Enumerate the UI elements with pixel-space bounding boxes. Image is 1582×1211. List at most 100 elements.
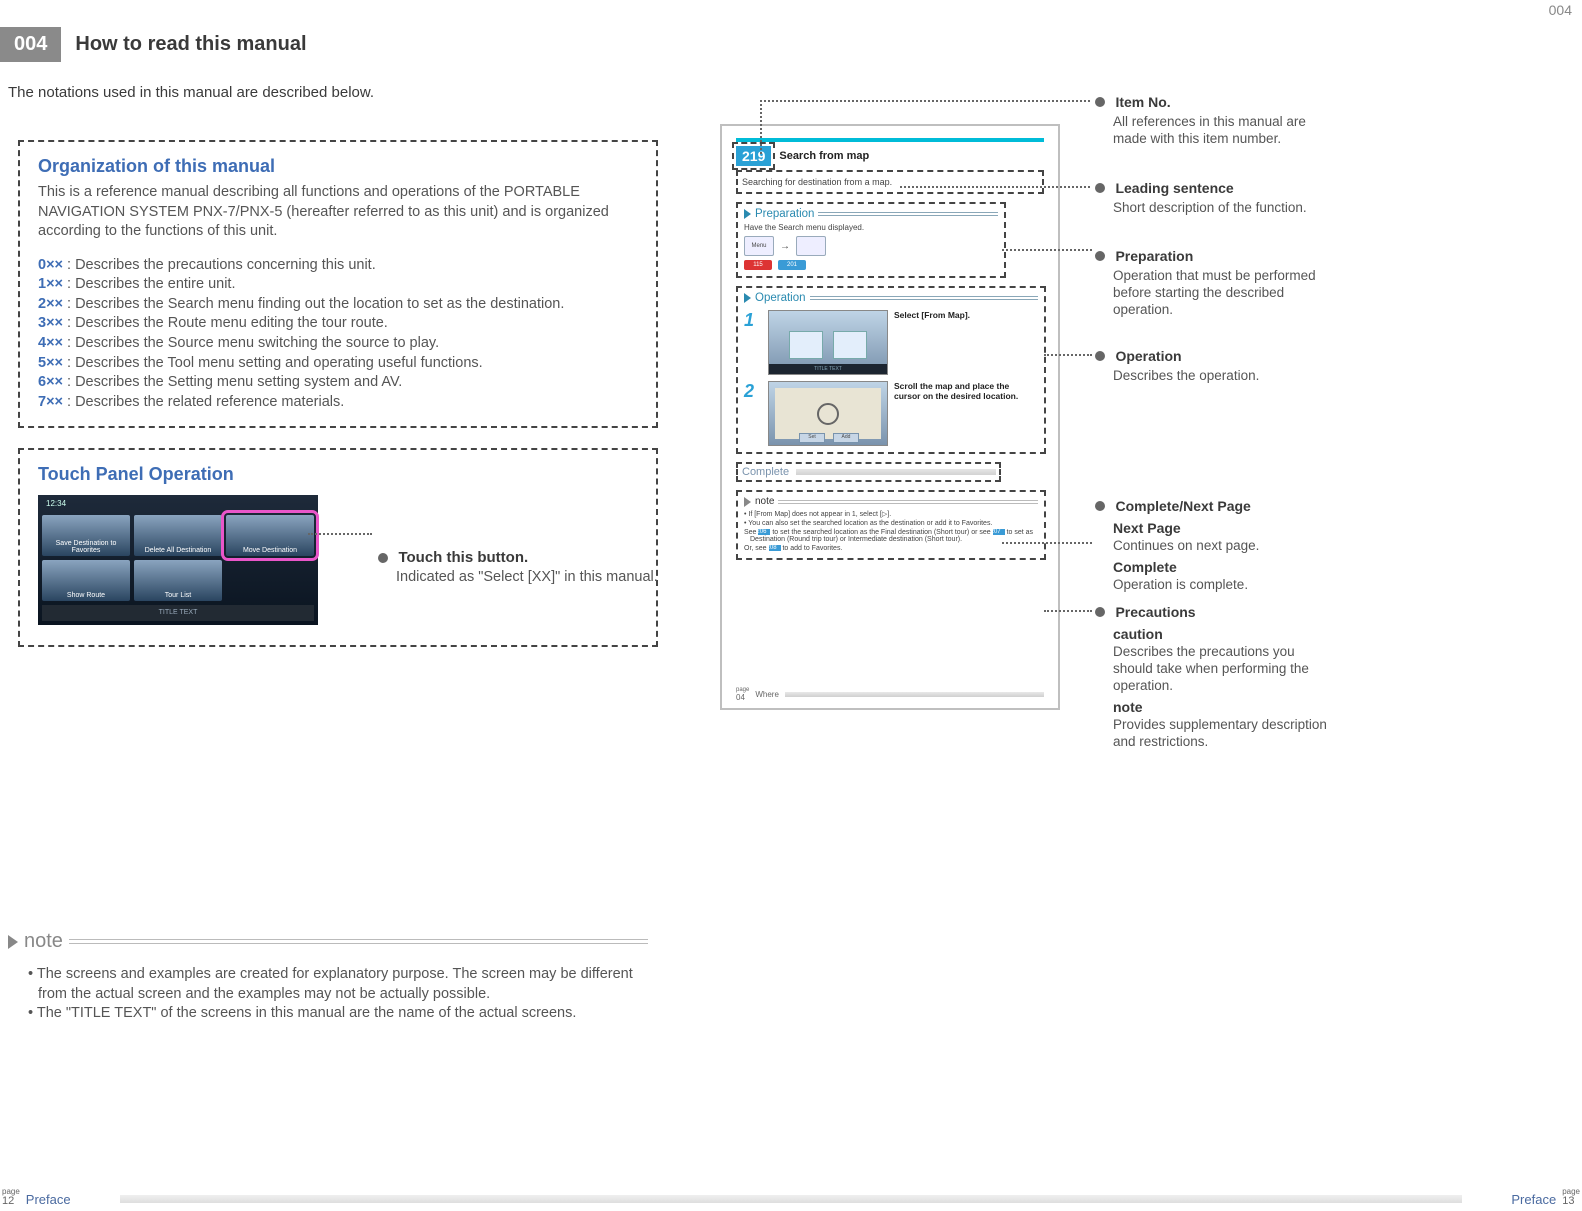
org-prefix: 3×× [38,315,63,331]
org-prefix: 1×× [38,276,63,292]
org-item: 4×× : Describes the Source menu switchin… [38,334,638,354]
annot-sub: Complete [1113,559,1335,575]
footer-page-num: 04 [736,693,749,702]
ref-tag: 206 [758,529,770,535]
bullet-icon [1095,501,1105,511]
step-instruction: Select [From Map]. [894,310,1038,375]
org-prefix: 4×× [38,335,63,351]
organization-body: This is a reference manual describing al… [38,183,638,242]
screen-icon: Show Route [42,560,130,601]
annot-text: Continues on next page. [1113,538,1335,555]
preparation-text: Have the Search menu displayed. [744,223,998,232]
menu-icon: Menu [744,236,774,256]
annotation-complete: Complete/Next Page Next Page Continues o… [1095,498,1335,594]
section-arrow-icon [8,935,18,949]
note-section: note • If [From Map] does not appear in … [736,490,1046,560]
footer-section-label: Preface [1511,1192,1556,1207]
footer-page-num: 12 [2,1196,20,1207]
screenshot-footer: TITLE TEXT [42,605,314,621]
organization-list: 0×× : Describes the precautions concerni… [38,256,638,413]
bottom-note-list: • The screens and examples are created f… [28,965,648,1024]
screenshot-time: 12:34 [42,499,314,511]
complete-label: Complete [738,464,793,480]
leader-line [760,100,1090,102]
bottom-note-section: note • The screens and examples are crea… [8,930,648,1024]
ref-tag: 208 [769,545,781,551]
annot-title: Precautions [1115,604,1195,620]
org-text: : Describes the precautions concerning t… [63,257,376,273]
footer-left: page 12 Preface [2,1188,71,1207]
footer-bar [120,1195,1462,1203]
annotation-operation: Operation Describes the operation. [1095,348,1335,385]
org-prefix: 6×× [38,374,63,390]
annotation-leading-sentence: Leading sentence Short description of th… [1095,180,1335,217]
bullet-icon [378,553,388,563]
header-page-number: 004 [0,27,61,62]
organization-box: Organization of this manual This is a re… [18,140,658,428]
org-prefix: 0×× [38,257,63,273]
step-number: 1 [744,310,762,375]
org-text: : Describes the Setting menu setting sys… [63,374,402,390]
org-prefix: 7×× [38,394,63,410]
sample-page-footer: page 04 Where [736,687,1044,702]
preparation-label: Preparation [755,208,814,220]
annot-sub: Next Page [1113,520,1335,536]
note-heading: note [24,930,63,953]
org-item: 1×× : Describes the entire unit. [38,275,638,295]
screen-icon: Tour List [134,560,222,601]
note-item: • The "TITLE TEXT" of the screens in thi… [28,1004,648,1024]
organization-title: Organization of this manual [38,156,638,177]
note-list: • If [From Map] does not appear in 1, se… [744,510,1038,552]
annot-text: Provides supplementary description and r… [1113,717,1335,751]
leader-line [1002,249,1092,251]
section-arrow-icon [744,209,751,219]
annotation-precautions: Precautions caution Describes the precau… [1095,604,1335,750]
annot-sub: note [1113,699,1335,715]
org-prefix: 5×× [38,355,63,371]
ref-tag: 201 [778,260,806,270]
annot-text: Describes the operation. [1113,368,1335,385]
operation-step: 2 Set Add Scroll the map and place the c… [744,381,1038,446]
operation-section: Operation 1 TITLE TEXT Select [From Map]… [736,286,1046,454]
bullet-icon [1095,251,1105,261]
footer-bar [785,692,1044,697]
org-item: 6×× : Describes the Setting menu setting… [38,373,638,393]
step-number: 2 [744,381,762,446]
bullet-icon [1095,97,1105,107]
org-text: : Describes the Tool menu setting and op… [63,355,483,371]
note-item: • If [From Map] does not appear in 1, se… [744,510,1038,518]
org-text: : Describes the Route menu editing the t… [63,315,388,331]
leader-line [1044,610,1092,612]
sample-page: 219 Search from map Searching for destin… [720,124,1060,710]
leader-line [1044,354,1092,356]
bullet-icon [1095,351,1105,361]
cyan-top-bar [736,138,1044,142]
footer-section: Where [755,690,779,699]
screen-icon: Delete All Destination [134,515,222,556]
org-text: : Describes the related reference materi… [63,394,344,410]
touch-panel-box: Touch Panel Operation 12:34 Save Destina… [18,448,658,647]
org-item: 2×× : Describes the Search menu finding … [38,295,638,315]
touch-callout-title: Touch this button. [398,549,528,566]
screen-icon-highlighted: Move Destination [226,515,314,556]
org-item: 3×× : Describes the Route menu editing t… [38,314,638,334]
step-screenshot: TITLE TEXT [768,310,888,375]
note-label: note [755,496,774,507]
operation-step: 1 TITLE TEXT Select [From Map]. [744,310,1038,375]
arrow-icon: → [780,241,790,252]
annotation-preparation: Preparation Operation that must be perfo… [1095,248,1335,319]
annot-sub: caution [1113,626,1335,642]
leader-line [900,186,1090,188]
ref-tag: 207 [993,529,1005,535]
annot-title: Operation [1115,348,1181,364]
bullet-icon [1095,607,1105,617]
touch-callout: Touch this button. Indicated as "Select … [378,549,658,585]
menu-icon [796,236,826,256]
page-header: 004 How to read this manual [0,28,307,60]
org-text: : Describes the Source menu switching th… [63,335,439,351]
section-arrow-icon [744,293,751,303]
ref-tag: 115 [744,260,772,270]
footer-section-label: Preface [26,1192,71,1207]
org-prefix: 2×× [38,296,63,312]
leader-line [1002,542,1092,544]
